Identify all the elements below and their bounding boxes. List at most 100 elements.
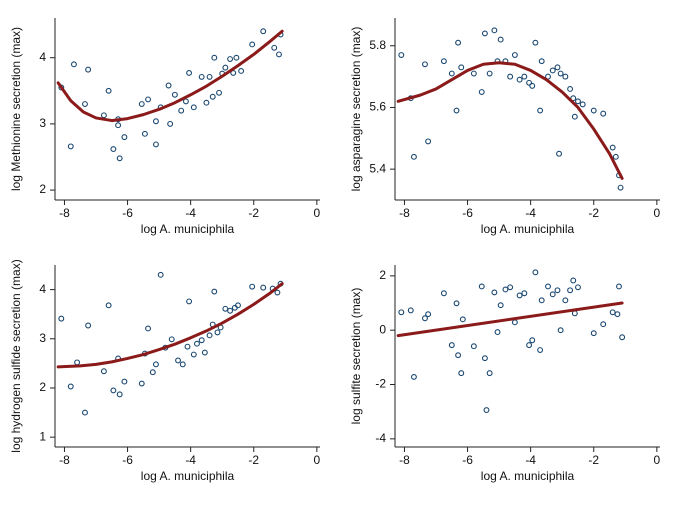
data-point	[521, 73, 528, 80]
y-tick-label: 1	[39, 429, 46, 443]
data-point	[545, 283, 551, 290]
data-point	[571, 113, 578, 120]
data-point	[511, 52, 518, 58]
data-point	[486, 70, 493, 77]
data-point	[74, 359, 81, 366]
data-point	[116, 155, 123, 162]
data-point	[179, 361, 186, 368]
data-point	[600, 110, 607, 117]
data-point	[157, 271, 164, 278]
y-tick-label: 2	[39, 182, 46, 196]
data-point	[491, 27, 498, 34]
data-point	[557, 70, 564, 77]
data-point	[214, 329, 221, 336]
y-tick-label: 4	[39, 282, 46, 296]
fit-line	[396, 61, 624, 180]
data-point	[614, 311, 621, 318]
data-point	[448, 342, 455, 349]
data-point	[145, 96, 152, 103]
x-tick-label: -2	[248, 453, 259, 467]
data-point	[425, 138, 432, 145]
data-point	[609, 309, 616, 316]
data-point	[557, 327, 564, 334]
data-point	[562, 73, 569, 80]
data-point	[85, 322, 92, 329]
y-tick-label: 2	[39, 380, 46, 394]
data-point	[532, 39, 539, 46]
panel: 1 2 3 4 -8 -6 -4 -2 0 log A. municiphila log hydro…	[9, 259, 320, 483]
data-point	[238, 67, 245, 74]
x-tick-label: -6	[462, 453, 473, 467]
x-tick-label: 0	[314, 453, 321, 467]
data-point	[276, 51, 282, 58]
data-point	[85, 66, 92, 73]
data-point	[153, 361, 159, 368]
y-axis-title: log hydrogen sulfide secretion (max)	[9, 259, 23, 452]
data-point	[458, 64, 465, 71]
x-tick-label: -2	[588, 453, 599, 467]
data-point	[82, 101, 88, 107]
data-point	[216, 89, 222, 96]
y-tick-label: -2	[375, 377, 386, 391]
data-point	[178, 107, 185, 114]
y-tick-label: 2	[379, 268, 386, 282]
data-point	[440, 58, 447, 65]
x-tick-label: -4	[525, 453, 536, 467]
data-point	[209, 93, 216, 100]
data-point	[121, 134, 128, 141]
data-point	[609, 144, 616, 151]
data-point	[507, 73, 514, 80]
x-tick-label: 0	[654, 206, 661, 220]
data-point	[526, 79, 533, 86]
data-point	[153, 118, 159, 125]
y-tick-label: -4	[375, 431, 386, 445]
data-point	[110, 387, 117, 394]
data-point	[233, 54, 240, 61]
data-point	[537, 107, 544, 114]
data-point	[194, 340, 200, 347]
data-point	[538, 297, 545, 304]
data-point	[570, 277, 577, 284]
data-point	[167, 120, 174, 127]
panel: -4 -2 0 2 -8 -6 -4 -2 0 log A. municiphila log sul…	[349, 265, 661, 483]
data-point	[398, 52, 405, 58]
data-point	[410, 373, 417, 380]
data-point	[455, 39, 462, 46]
data-point	[497, 36, 504, 43]
data-point	[145, 325, 152, 332]
data-point	[138, 380, 145, 387]
data-point	[168, 336, 175, 343]
x-tick-label: -6	[122, 453, 133, 467]
panel: 2 3 4 -8 -6 -4 -2 0 log A. municiphila log Methio…	[9, 18, 321, 236]
data-point	[481, 355, 488, 362]
data-point	[570, 95, 577, 102]
data-point	[182, 98, 189, 105]
data-point	[453, 300, 460, 307]
y-tick-label: 5.4	[369, 161, 386, 175]
data-point	[529, 82, 536, 89]
data-point	[549, 67, 556, 74]
data-point	[545, 73, 551, 80]
data-point	[271, 44, 278, 51]
data-point	[110, 146, 117, 152]
data-point	[249, 283, 256, 290]
data-point	[483, 407, 490, 414]
data-point	[478, 283, 485, 290]
data-point	[590, 330, 597, 337]
data-point	[186, 69, 193, 76]
data-point	[67, 383, 74, 390]
data-point	[149, 369, 156, 376]
data-point	[222, 64, 229, 71]
data-point	[121, 378, 128, 385]
x-tick-label: 0	[314, 206, 321, 220]
x-tick-label: -6	[122, 206, 133, 220]
data-point	[227, 307, 234, 314]
x-axis-title: log A. municiphila	[481, 222, 575, 236]
data-point	[516, 76, 523, 83]
data-point	[554, 64, 561, 71]
data-point	[100, 368, 107, 375]
data-point	[537, 347, 544, 353]
x-axis-title: log A. municiphila	[141, 469, 235, 483]
x-tick-label: -2	[248, 206, 259, 220]
data-point	[425, 311, 432, 318]
